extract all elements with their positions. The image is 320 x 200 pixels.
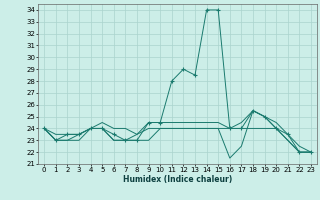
X-axis label: Humidex (Indice chaleur): Humidex (Indice chaleur): [123, 175, 232, 184]
